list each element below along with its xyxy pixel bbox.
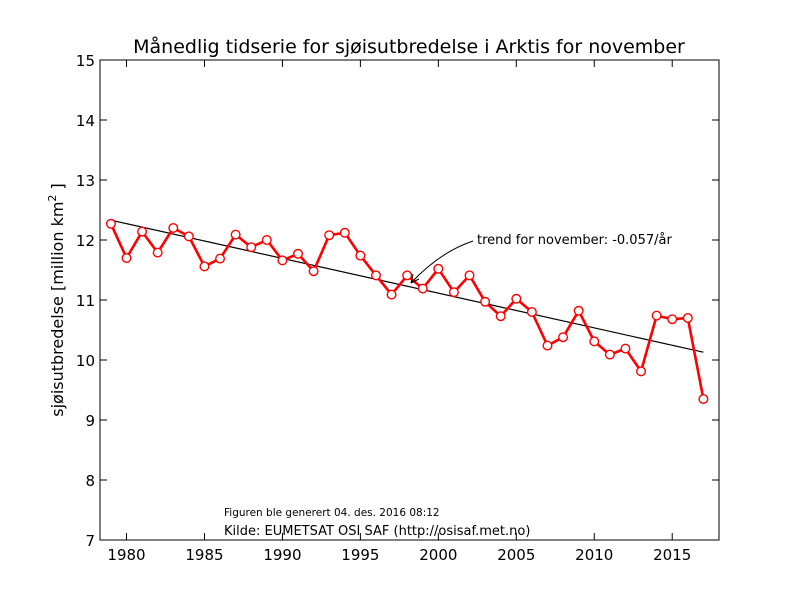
y-axis-label-end: ] [48, 183, 67, 194]
data-point [667, 314, 678, 325]
data-point [246, 242, 257, 253]
data-point [604, 349, 615, 360]
y-axis-label-superscript: 2 [46, 195, 59, 202]
data-point [199, 261, 210, 272]
data-point [651, 310, 662, 321]
x-tick-label: 1995 [341, 546, 379, 564]
data-point [121, 252, 132, 263]
svg-text:sjøisutbredelse [million km2 ]: sjøisutbredelse [million km2 ] [46, 183, 67, 417]
data-point [355, 250, 366, 261]
trend-line [110, 219, 704, 353]
data-points [105, 218, 709, 405]
y-tick-label: 8 [85, 472, 95, 490]
data-point [698, 394, 709, 405]
chart-title: Månedlig tidserie for sjøisutbredelse i … [133, 35, 685, 58]
data-point [183, 231, 194, 242]
data-point [308, 266, 319, 277]
data-point [417, 283, 428, 294]
data-point [215, 253, 226, 264]
data-point [495, 311, 506, 322]
generated-note: Figuren ble generert 04. des. 2016 08:12 [224, 507, 440, 519]
y-tick-label: 12 [76, 232, 95, 250]
data-point [152, 247, 163, 258]
trend-annotation-arrowhead [410, 273, 420, 284]
data-point [448, 287, 459, 298]
data-point [386, 289, 397, 300]
y-tick-label: 11 [76, 292, 95, 310]
x-tick-label: 2015 [653, 546, 691, 564]
data-point [636, 366, 647, 377]
y-tick-label: 10 [76, 352, 95, 370]
data-point [526, 307, 537, 318]
data-point [137, 226, 148, 237]
data-point [480, 296, 491, 307]
x-tick-label: 1980 [107, 546, 145, 564]
data-point [261, 234, 272, 245]
x-tick-label: 1985 [185, 546, 223, 564]
trend-annotation-label: trend for november: -0.057/år [477, 233, 672, 248]
x-tick-label: 1990 [263, 546, 301, 564]
data-point [324, 230, 335, 241]
y-axis-label: sjøisutbredelse [million km2 ] [46, 183, 67, 417]
data-point [433, 263, 444, 274]
data-point [682, 313, 693, 324]
data-point [370, 270, 381, 281]
data-point [339, 227, 350, 238]
data-point [589, 336, 600, 347]
y-tick-label: 7 [85, 532, 95, 550]
data-point [277, 255, 288, 266]
data-point [402, 270, 413, 281]
data-point [620, 343, 631, 354]
y-tick-label: 15 [76, 52, 95, 70]
y-axis-label-main: sjøisutbredelse [million km [48, 202, 67, 417]
data-point [293, 248, 304, 259]
plot-frame [99, 59, 720, 541]
data-point [105, 218, 116, 229]
trend-annotation-arrow [410, 240, 474, 284]
series-line [109, 223, 705, 400]
source-note: Kilde: EUMETSAT OSI SAF (http://osisaf.m… [224, 524, 530, 539]
data-point [464, 270, 475, 281]
y-tick-label: 9 [85, 412, 95, 430]
x-tick-label: 2010 [575, 546, 613, 564]
y-tick-label: 13 [76, 172, 95, 190]
data-point [573, 305, 584, 316]
y-tick-labels: 7 8 9 10 11 12 13 14 15 [76, 52, 95, 550]
x-tick-label: 2005 [497, 546, 535, 564]
axis-ticks [100, 59, 719, 541]
data-point [511, 293, 522, 304]
data-point [230, 229, 241, 240]
data-point [558, 332, 569, 343]
data-point [542, 340, 553, 351]
data-point [168, 222, 179, 233]
x-tick-label: 2000 [419, 546, 457, 564]
x-tick-labels: 1980 1985 1990 1995 2000 2005 2010 2015 [107, 546, 691, 564]
y-tick-label: 14 [76, 112, 95, 130]
